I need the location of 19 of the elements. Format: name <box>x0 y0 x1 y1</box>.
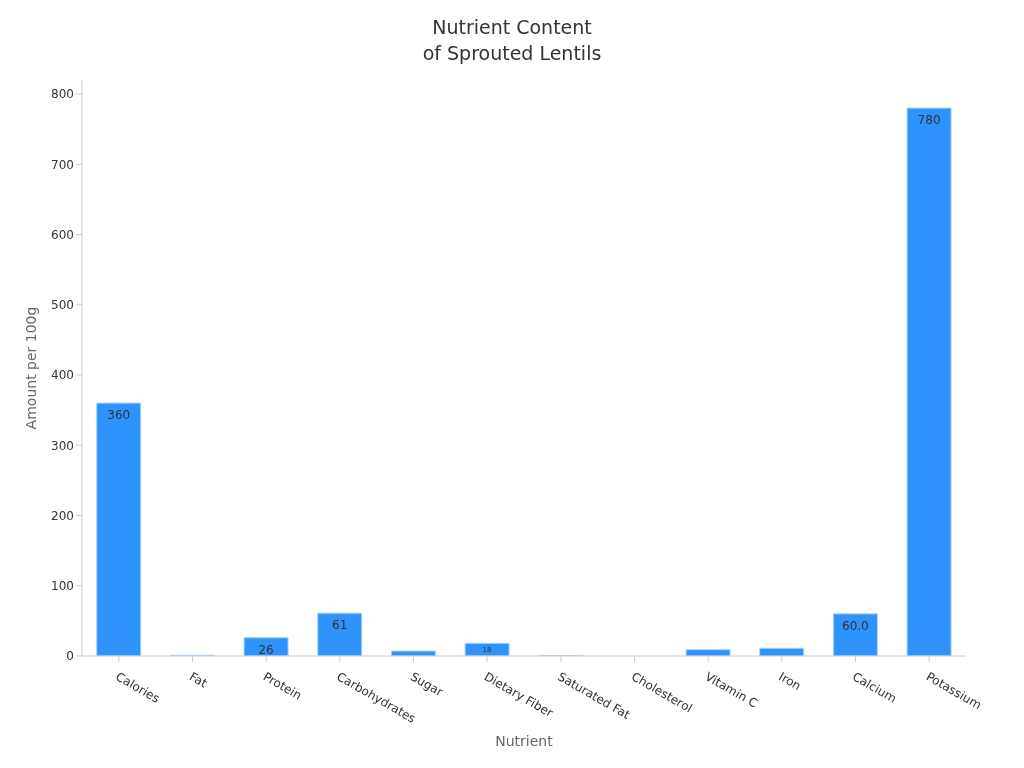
y-tick-label: 100 <box>51 579 74 594</box>
y-axis-title: Amount per 100g <box>22 306 39 430</box>
y-tick-label: 300 <box>51 438 74 453</box>
y-tick-label: 600 <box>51 227 74 242</box>
data-label: 60.0 <box>842 618 869 633</box>
y-tick-label: 400 <box>51 368 74 383</box>
data-label: 780 <box>917 113 941 128</box>
x-tick-label: Fat <box>187 669 210 691</box>
y-tick-label: 200 <box>51 508 74 523</box>
data-label: 26 <box>258 642 274 657</box>
data-label: 61 <box>332 618 348 633</box>
y-tick-label: 0 <box>66 649 74 664</box>
data-label: 360 <box>107 408 131 423</box>
y-tick-label: 700 <box>51 157 74 172</box>
x-tick-label: Iron <box>776 669 804 694</box>
y-tick-label: 500 <box>51 298 74 313</box>
y-tick-label: 800 <box>51 87 74 102</box>
chart-title: Nutrient Content of Sprouted Lentils <box>421 15 603 66</box>
x-axis-title: Nutrient <box>495 733 554 749</box>
